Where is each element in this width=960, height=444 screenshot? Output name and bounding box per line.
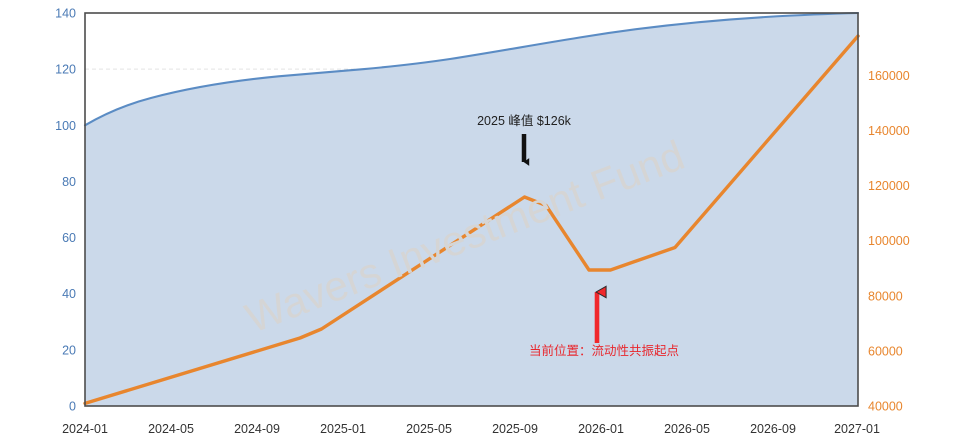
right-tick-label: 60000 xyxy=(868,344,903,358)
x-tick-label: 2026-05 xyxy=(664,422,710,436)
x-tick-label: 2026-09 xyxy=(750,422,796,436)
x-tick-label: 2024-09 xyxy=(234,422,280,436)
left-tick-label: 100 xyxy=(55,119,76,133)
left-tick-label: 20 xyxy=(62,343,76,357)
left-tick-label: 80 xyxy=(62,175,76,189)
right-tick-label: 120000 xyxy=(868,179,910,193)
right-axis-ticks: 40000 60000 80000 100000 120000 140000 1… xyxy=(868,69,910,414)
x-tick-label: 2025-01 xyxy=(320,422,366,436)
right-tick-label: 80000 xyxy=(868,289,903,303)
x-tick-label: 2024-05 xyxy=(148,422,194,436)
left-axis-ticks: 0 20 40 60 80 100 120 140 xyxy=(55,7,76,414)
right-tick-label: 40000 xyxy=(868,400,903,414)
x-tick-label: 2025-09 xyxy=(492,422,538,436)
right-tick-label: 100000 xyxy=(868,234,910,248)
peak-annotation-label: 2025 峰值 $126k xyxy=(477,113,572,128)
current-position-annotation-label: 当前位置：流动性共振起点 xyxy=(529,343,679,358)
left-tick-label: 120 xyxy=(55,63,76,77)
x-tick-label: 2027-01 xyxy=(834,422,880,436)
left-tick-label: 140 xyxy=(55,7,76,21)
left-tick-label: 40 xyxy=(62,287,76,301)
series-m2-line xyxy=(83,11,860,127)
left-tick-label: 60 xyxy=(62,231,76,245)
x-tick-label: 2026-01 xyxy=(578,422,624,436)
plot-frame xyxy=(84,12,859,407)
series-btc-line xyxy=(83,34,860,406)
series-m2-area xyxy=(85,13,858,406)
x-tick-label: 2025-05 xyxy=(406,422,452,436)
right-tick-label: 140000 xyxy=(868,124,910,138)
left-tick-label: 0 xyxy=(69,400,76,414)
x-axis-ticks: 2024-01 2024-05 2024-09 2025-01 2025-05 … xyxy=(62,422,880,436)
right-tick-label: 160000 xyxy=(868,69,910,83)
x-tick-label: 2024-01 xyxy=(62,422,108,436)
